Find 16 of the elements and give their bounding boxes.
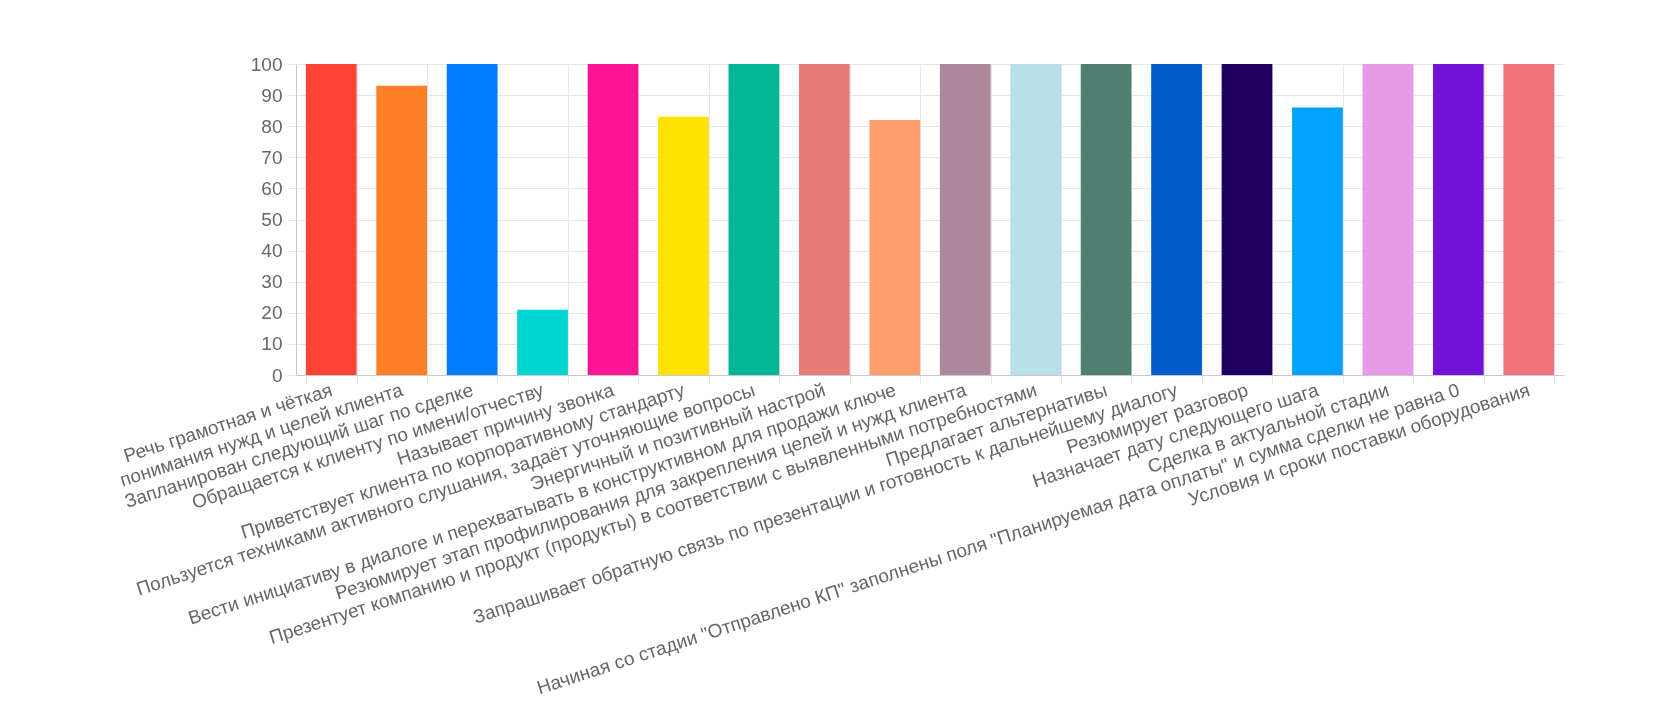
y-tick-label: 20 [261, 302, 283, 324]
y-tick-label: 0 [271, 364, 283, 386]
y-tick-label: 50 [261, 209, 283, 230]
y-tick-label: 80 [261, 115, 283, 137]
y-tick-label: 60 [261, 177, 283, 199]
bar [1292, 107, 1343, 375]
bar [517, 309, 568, 375]
y-tick-label: 70 [261, 146, 283, 168]
y-tick-label: 30 [261, 271, 283, 293]
bar [376, 85, 428, 375]
y-tick-label: 100 [250, 53, 283, 75]
y-tick-label: 40 [261, 240, 283, 262]
y-tick-label: 90 [261, 84, 283, 106]
bar [658, 116, 709, 375]
bar [869, 119, 921, 375]
y-tick-label: 10 [261, 333, 283, 355]
